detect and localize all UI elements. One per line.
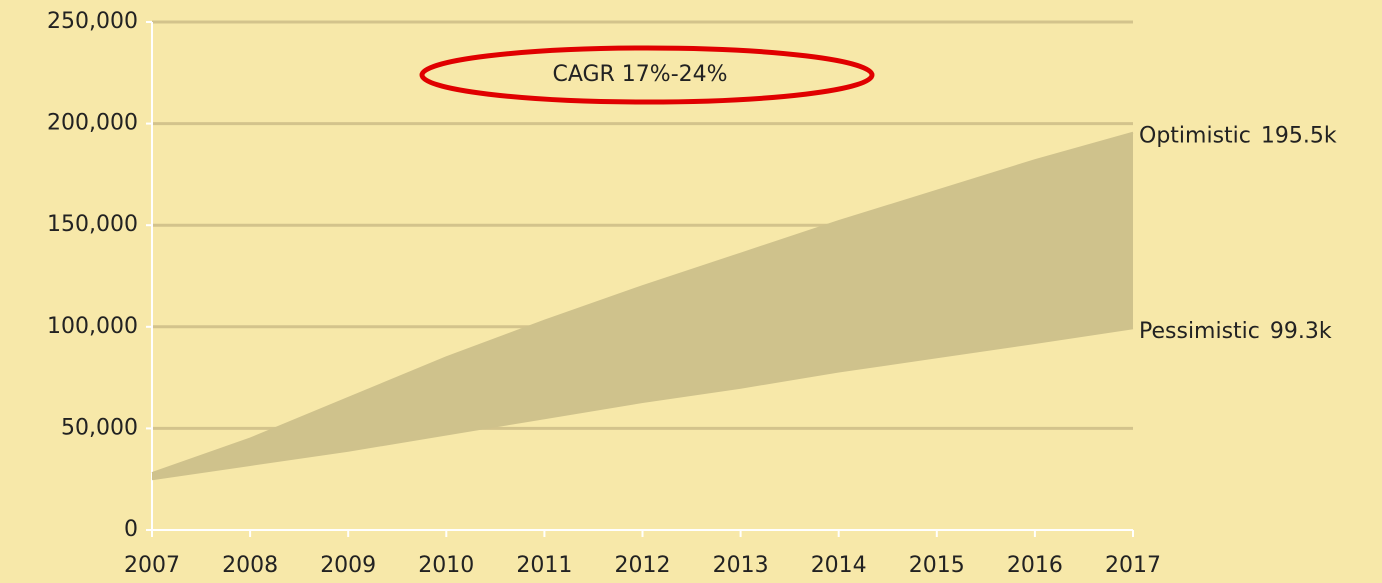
y-tick-label: 50,000 (61, 415, 138, 440)
x-tick-label: 2009 (320, 553, 376, 578)
x-tick-label: 2008 (222, 553, 278, 578)
annotation: CAGR 17%-24% (552, 62, 727, 87)
series-label: Pessimistic (1139, 319, 1260, 344)
x-tick-label: 2007 (124, 553, 180, 578)
x-tick-label: 2015 (909, 553, 965, 578)
y-tick-label: 250,000 (47, 9, 138, 34)
x-tick-label: 2017 (1105, 553, 1161, 578)
value-label: 195.5k (1261, 124, 1337, 149)
x-tick-label: 2011 (516, 553, 572, 578)
series-label: Optimistic (1139, 124, 1251, 149)
y-tick-label: 200,000 (47, 111, 138, 136)
band-area (152, 132, 1133, 480)
annotation-ellipse (419, 45, 875, 105)
series-line (151, 131, 1134, 475)
x-tick-label: 2010 (418, 553, 474, 578)
y-tick-label: 100,000 (47, 314, 138, 339)
y-tick-label: 150,000 (47, 212, 138, 237)
x-tick-label: 2014 (811, 553, 867, 578)
x-tick-label: 2013 (713, 553, 769, 578)
x-tick-label: 2012 (615, 553, 671, 578)
series-line (151, 327, 1134, 481)
value-label: 99.3k (1270, 319, 1332, 344)
y-tick-label: 0 (124, 517, 138, 542)
x-tick-label: 2016 (1007, 553, 1063, 578)
